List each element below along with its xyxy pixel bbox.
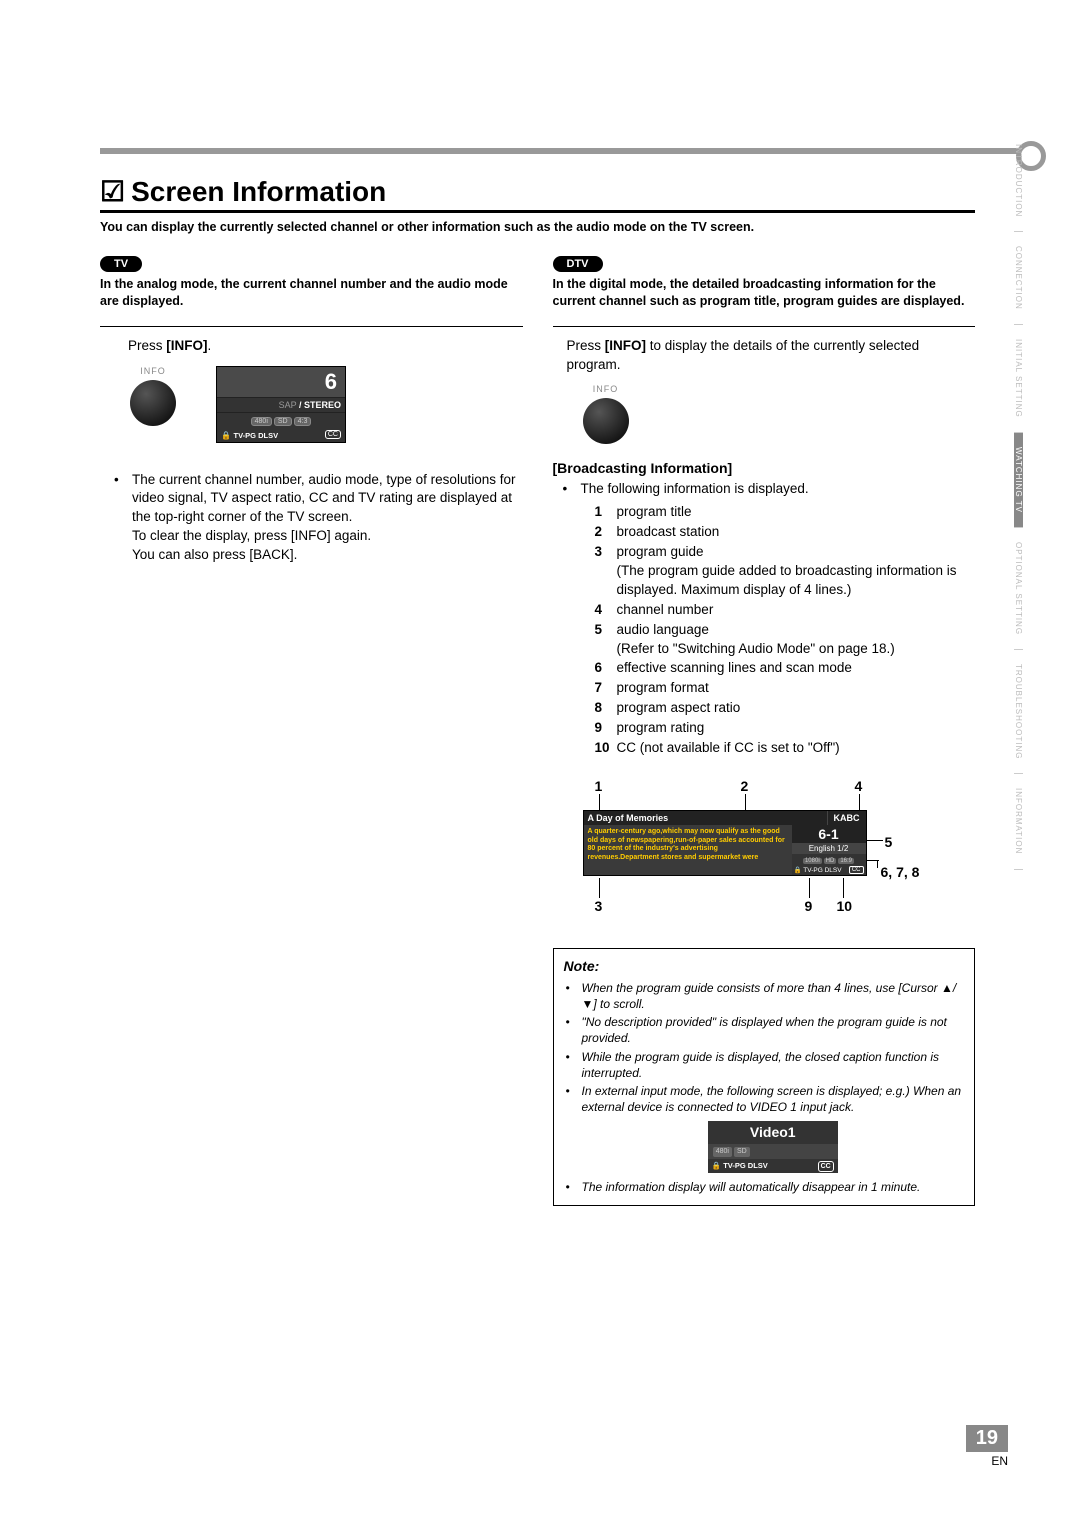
- column-tv: TV In the analog mode, the current chann…: [100, 254, 523, 1206]
- callout-2: 2: [741, 778, 749, 794]
- tab-troubleshooting: TROUBLESHOOTING: [1014, 650, 1023, 774]
- bi-item: 9program rating: [595, 719, 976, 738]
- note-title: Note:: [564, 957, 965, 976]
- intro-text: You can display the currently selected c…: [100, 219, 975, 236]
- note-item: In external input mode, the following sc…: [578, 1083, 965, 1173]
- osd-analog: 6 SAP / STEREO 480iSD4:3 🔒 TV-PG DLSV CC: [216, 366, 346, 443]
- bi-item: 3program guide(The program guide added t…: [595, 543, 976, 600]
- osd-audio-lang: English 1/2: [792, 843, 866, 854]
- bi-item: 5audio language(Refer to "Switching Audi…: [595, 621, 976, 659]
- check-icon: ☑: [100, 176, 125, 207]
- bi-item: 6effective scanning lines and scan mode: [595, 659, 976, 678]
- column-dtv: DTV In the digital mode, the detailed br…: [553, 254, 976, 1206]
- osd-audio-mode: SAP / STEREO: [217, 397, 345, 412]
- osd-video1: Video1 480iSD 🔒 TV-PG DLSV CC: [708, 1121, 838, 1173]
- osd-program-title: A Day of Memories: [584, 811, 827, 825]
- video1-title: Video1: [708, 1121, 838, 1144]
- info-button-icon: [130, 380, 176, 426]
- dtv-pill: DTV: [553, 256, 603, 272]
- osd-diagram: 1 2 4 5 6, 7, 8 3 9 10: [583, 778, 943, 938]
- page-title: ☑Screen Information: [100, 175, 975, 213]
- callout-3: 3: [595, 898, 603, 914]
- tv-bullet-1: The current channel number, audio mode, …: [128, 471, 523, 565]
- page-content: ☑Screen Information You can display the …: [100, 175, 975, 1206]
- divider: [100, 326, 523, 327]
- callout-678: 6, 7, 8: [881, 864, 920, 880]
- lock-icon: 🔒: [712, 1161, 721, 1170]
- callout-9: 9: [805, 898, 813, 914]
- note-item: While the program guide is displayed, th…: [578, 1049, 965, 1081]
- info-button-graphic: INFO: [583, 384, 629, 444]
- divider: [553, 326, 976, 327]
- note-item: The information display will automatical…: [578, 1179, 965, 1195]
- callout-10: 10: [837, 898, 853, 914]
- bi-item: 7program format: [595, 679, 976, 698]
- bi-item: 2broadcast station: [595, 523, 976, 542]
- osd-rating-row: 🔒 TV-PG DLSV CC: [792, 865, 866, 875]
- bi-item: 4channel number: [595, 601, 976, 620]
- note-item: When the program guide consists of more …: [578, 980, 965, 1012]
- tab-information: INFORMATION: [1014, 774, 1023, 869]
- video1-rating-row: 🔒 TV-PG DLSV CC: [708, 1159, 838, 1173]
- press-info-dtv: Press [INFO] to display the details of t…: [567, 337, 976, 375]
- osd-rating-row: 🔒 TV-PG DLSV CC: [217, 428, 345, 442]
- osd-format-row: 1080iHD16:9: [792, 854, 866, 865]
- info-button-icon: [583, 398, 629, 444]
- press-info-tv: Press [INFO].: [128, 337, 523, 356]
- tab-optional-setting: OPTIONAL SETTING: [1014, 528, 1023, 650]
- tab-connection: CONNECTION: [1014, 232, 1023, 325]
- tab-introduction: INTRODUCTION: [1014, 130, 1023, 232]
- osd-station: KABC: [827, 811, 866, 825]
- dtv-mode-desc: In the digital mode, the detailed broadc…: [553, 276, 976, 310]
- tab-watching-tv: WATCHING TV: [1014, 433, 1023, 528]
- lock-icon: 🔒: [794, 867, 802, 874]
- osd-digital: A Day of Memories KABC A quarter-century…: [583, 810, 867, 876]
- info-button-graphic: INFO: [130, 366, 176, 426]
- bi-item: 8program aspect ratio: [595, 699, 976, 718]
- note-box: Note: When the program guide consists of…: [553, 948, 976, 1206]
- osd-channel-num: 6-1: [792, 825, 866, 843]
- info-label: INFO: [130, 366, 176, 376]
- tab-initial-setting: INITIAL SETTING: [1014, 325, 1023, 433]
- broadcasting-info-list: 1program title 2broadcast station 3progr…: [595, 503, 976, 758]
- broadcasting-info-title: [Broadcasting Information]: [553, 460, 976, 476]
- bi-intro: The following information is displayed.: [577, 480, 976, 499]
- page-number: 19 EN: [966, 1425, 1008, 1468]
- callout-5: 5: [885, 834, 893, 850]
- info-label: INFO: [583, 384, 629, 394]
- callout-4: 4: [855, 778, 863, 794]
- osd-format-row: 480iSD4:3: [217, 412, 345, 428]
- lock-icon: 🔒: [221, 431, 231, 440]
- osd-program-guide: A quarter-century ago,which may now qual…: [584, 825, 792, 875]
- bi-item: 1program title: [595, 503, 976, 522]
- tv-mode-desc: In the analog mode, the current channel …: [100, 276, 523, 310]
- note-item: "No description provided" is displayed w…: [578, 1014, 965, 1046]
- callout-1: 1: [595, 778, 603, 794]
- osd-channel: 6: [217, 367, 345, 397]
- video1-format-row: 480iSD: [708, 1144, 838, 1159]
- side-tabs: INTRODUCTION CONNECTION INITIAL SETTING …: [1014, 130, 1038, 870]
- bi-item: 10CC (not available if CC is set to "Off…: [595, 739, 976, 758]
- header-rule: [100, 148, 1038, 154]
- tv-pill: TV: [100, 256, 142, 272]
